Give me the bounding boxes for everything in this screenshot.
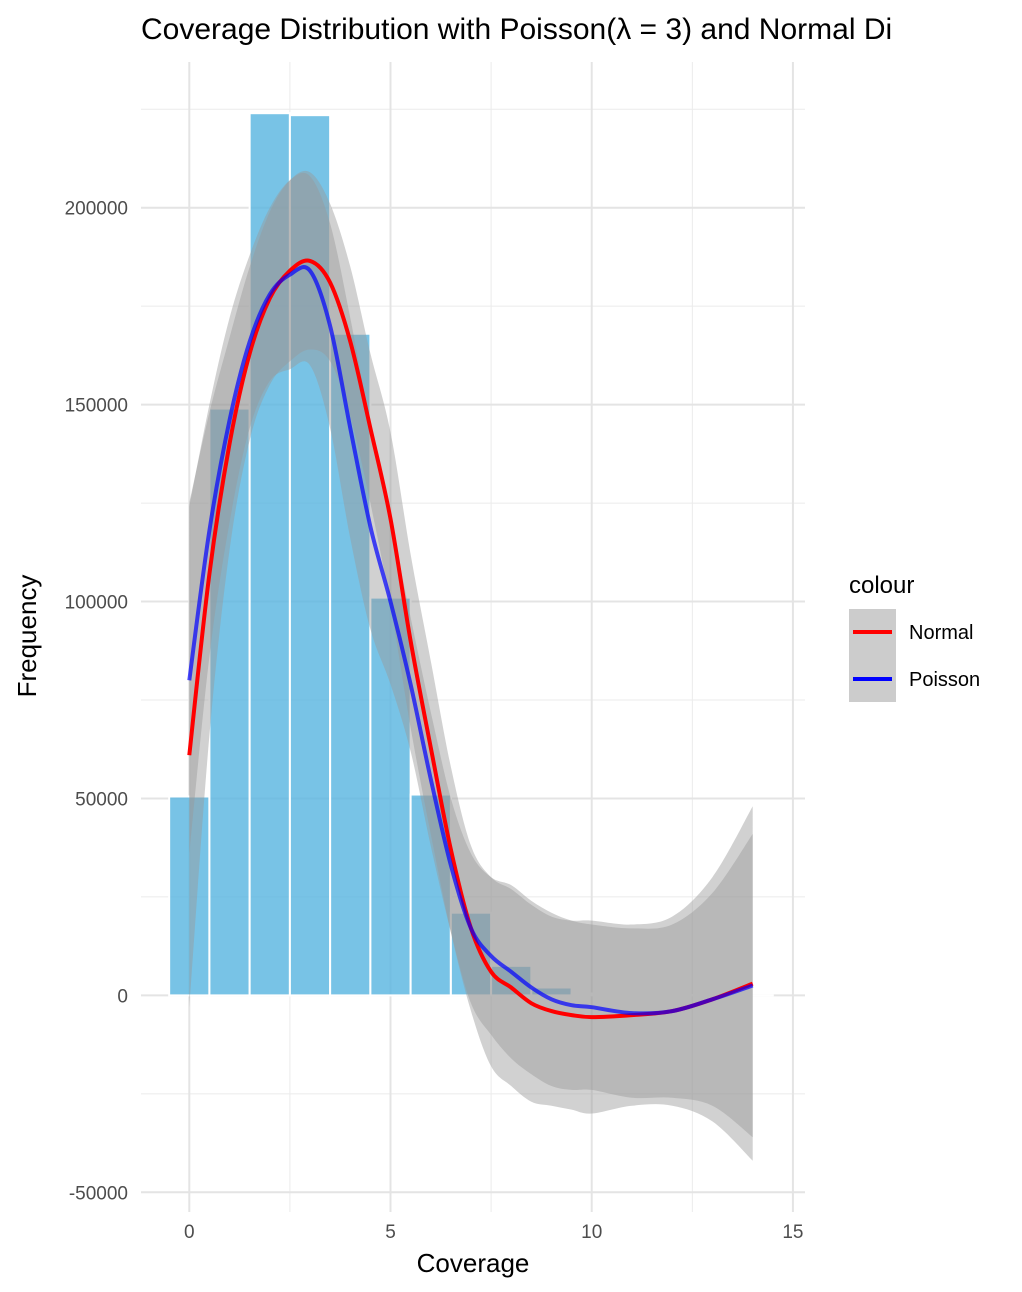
x-axis-title: Coverage [417, 1248, 530, 1278]
x-axis-ticks: 0 5 10 15 [184, 1222, 803, 1243]
histogram-bar [409, 793, 452, 997]
legend: colour Normal Poisson [849, 572, 980, 702]
histogram-bar [530, 986, 573, 997]
grid-major [141, 62, 805, 1212]
x-tick-label: 0 [184, 1222, 195, 1243]
y-axis-ticks: -50000 0 50000 100000 150000 200000 [65, 199, 128, 1205]
x-tick-label: 10 [581, 1222, 602, 1243]
y-tick-label: 50000 [75, 789, 128, 810]
x-tick-label: 15 [782, 1222, 803, 1243]
x-tick-label: 5 [385, 1222, 396, 1243]
histogram-bar [208, 407, 251, 997]
y-tick-label: 0 [117, 986, 128, 1007]
legend-label-poisson: Poisson [909, 669, 980, 691]
legend-key-background [849, 609, 896, 702]
confidence-band-normal [189, 170, 753, 1161]
series-line-normal [187, 258, 754, 1020]
legend-label-normal: Normal [909, 622, 973, 644]
series-line-poisson [187, 265, 754, 1016]
histogram-bar [248, 112, 291, 997]
histogram-bar [168, 795, 211, 997]
confidence-bands [189, 170, 753, 1161]
y-tick-label: 200000 [65, 199, 128, 220]
y-tick-label: 100000 [65, 593, 128, 614]
legend-title: colour [849, 572, 914, 599]
histogram-bars [168, 112, 774, 997]
y-tick-label: -50000 [69, 1183, 128, 1204]
y-tick-label: 150000 [65, 396, 128, 417]
y-axis-title: Frequency [12, 575, 42, 698]
histogram-bar [329, 332, 372, 997]
confidence-band-poisson [189, 172, 753, 1138]
chart-title: Coverage Distribution with Poisson(λ = 3… [141, 13, 892, 46]
smooth-lines [187, 258, 754, 1020]
